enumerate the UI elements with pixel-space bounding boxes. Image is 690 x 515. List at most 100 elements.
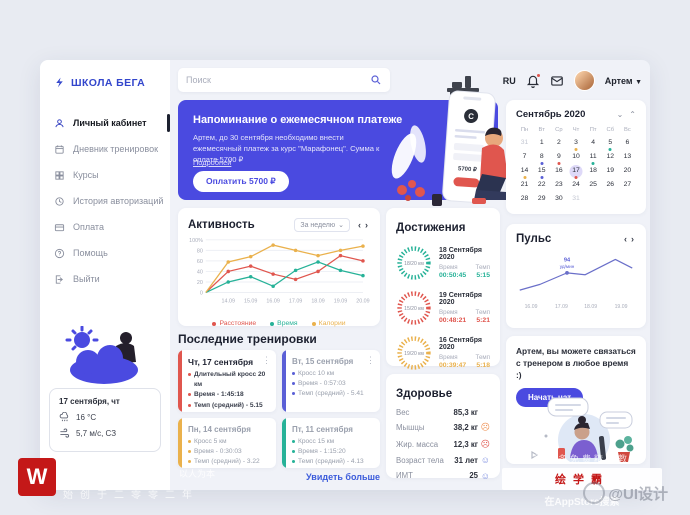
workout-detail: Длительный кросс 20 км bbox=[194, 371, 266, 389]
sidebar-item-1[interactable]: Личный кабинет bbox=[40, 110, 170, 136]
next-arrow[interactable]: › bbox=[631, 234, 634, 244]
workout-detail: Кросс 15 км bbox=[298, 438, 335, 445]
calendar-day[interactable]: 19 bbox=[606, 167, 615, 174]
workout-detail: Темп (средний) - 5.41 bbox=[298, 390, 364, 398]
calendar-day[interactable]: 26 bbox=[606, 181, 615, 188]
user-menu[interactable]: Артем ▼ bbox=[604, 75, 642, 86]
runner-logo-icon bbox=[56, 77, 63, 88]
kebab-menu-icon[interactable]: ⋮ bbox=[366, 355, 375, 365]
calendar-day[interactable]: 6 bbox=[625, 139, 630, 146]
workout-card[interactable]: Пн, 14 сентября Кросс 5 км Время - 0:30:03… bbox=[178, 418, 276, 468]
calendar-day[interactable]: 25 bbox=[589, 181, 597, 188]
language-selector[interactable]: RU bbox=[502, 75, 516, 86]
calendar-day[interactable]: 3 bbox=[567, 137, 584, 151]
see-more-link[interactable]: Увидеть больше bbox=[306, 472, 380, 482]
legend-item: Калории bbox=[311, 320, 346, 327]
brand-subtitle: 始创于二零零二年 bbox=[63, 490, 199, 501]
workout-card[interactable]: Чт, 17 сентября ⋮ Длительный кросс 20 км Вр… bbox=[178, 350, 276, 412]
search-icon[interactable] bbox=[370, 74, 382, 86]
sidebar-item-6[interactable]: Помощь bbox=[40, 240, 170, 266]
sidebar-menu: Личный кабинет Дневник тренировок Курсы Ист… bbox=[40, 110, 170, 292]
card-accent-bar bbox=[282, 350, 286, 412]
calendar-day[interactable]: 13 bbox=[623, 153, 632, 160]
calendar-day[interactable]: 2 bbox=[556, 139, 561, 146]
workout-detail: Темп (средний) - 5.15 bbox=[194, 401, 263, 409]
svg-text:40: 40 bbox=[197, 269, 203, 275]
calendar-day[interactable]: 18 bbox=[589, 167, 597, 174]
prev-arrow[interactable]: ‹ bbox=[624, 234, 627, 244]
achievement-pace: 5:21 bbox=[476, 317, 490, 324]
achievement-ring: 18/20 км bbox=[397, 246, 431, 280]
calendar-day[interactable]: 7 bbox=[522, 153, 527, 160]
calendar-day[interactable]: 31 bbox=[520, 139, 529, 146]
calendar-expand-icon[interactable]: ⌃ bbox=[629, 110, 636, 119]
weather-illustration bbox=[52, 325, 158, 391]
mail-icon[interactable] bbox=[550, 74, 564, 88]
calendar-day[interactable]: 24 bbox=[572, 181, 580, 188]
pulse-title: Пульс bbox=[516, 233, 552, 245]
notifications-bell-icon[interactable] bbox=[526, 72, 541, 88]
calendar-day[interactable]: 21 bbox=[520, 181, 529, 188]
legend-item: Время bbox=[270, 320, 298, 327]
sidebar-item-3[interactable]: Курсы bbox=[40, 162, 170, 188]
range-selector[interactable]: За неделю ⌄ bbox=[294, 218, 350, 232]
svg-text:5700 ₽: 5700 ₽ bbox=[458, 165, 477, 173]
health-title: Здоровье bbox=[396, 388, 453, 400]
svg-text:14.09: 14.09 bbox=[222, 298, 235, 304]
calendar-day[interactable]: 30 bbox=[555, 195, 563, 202]
wind-icon bbox=[60, 428, 70, 438]
brand-tagline: 以人为本 bbox=[179, 469, 216, 479]
health-row: Вес 85,3 кг bbox=[396, 407, 478, 417]
calendar-day[interactable]: 9 bbox=[550, 151, 567, 165]
calendar-day[interactable]: 15 bbox=[533, 165, 550, 179]
achievement-item: 19/20 км 16 Сентября 2020 Время Темп 00:39:4… bbox=[396, 335, 490, 371]
workout-card[interactable]: Вт, 15 сентября ⋮ Кросс 10 км Время - 0:57:… bbox=[282, 350, 380, 412]
calendar-collapse-icon[interactable]: ⌄ bbox=[616, 110, 624, 119]
sidebar-item-7[interactable]: Выйти bbox=[40, 266, 170, 292]
sidebar-item-5[interactable]: Оплата bbox=[40, 214, 170, 240]
calendar-day[interactable]: 11 bbox=[585, 151, 602, 165]
calendar-day[interactable]: 1 bbox=[539, 139, 544, 146]
svg-text:19/20 км: 19/20 км bbox=[404, 351, 424, 357]
calendar-day[interactable]: 20 bbox=[623, 167, 632, 174]
banner-details-link[interactable]: Подробней bbox=[193, 158, 232, 167]
achievement-ring: 19/20 км bbox=[397, 336, 431, 370]
user-icon bbox=[55, 118, 64, 127]
pay-button[interactable]: Оплатить 5700 ₽ bbox=[193, 171, 289, 192]
calendar-day-selected[interactable]: 17 bbox=[567, 164, 584, 179]
event-dot bbox=[557, 162, 561, 165]
calendar-day[interactable]: 12 bbox=[606, 153, 615, 160]
calendar-day[interactable]: 28 bbox=[520, 195, 529, 202]
event-dot bbox=[608, 148, 612, 151]
calendar-day[interactable]: 31 bbox=[572, 195, 580, 202]
calendar-day[interactable]: 8 bbox=[533, 151, 550, 165]
kebab-menu-icon[interactable]: ⋮ bbox=[262, 355, 271, 365]
search-input[interactable] bbox=[186, 75, 370, 85]
prev-arrow[interactable]: ‹ bbox=[358, 220, 361, 230]
calendar-day[interactable]: 5 bbox=[602, 137, 619, 151]
event-dot bbox=[523, 176, 527, 179]
legend-item: Расстояние bbox=[212, 320, 256, 327]
calendar-day[interactable]: 10 bbox=[572, 153, 580, 160]
user-avatar[interactable] bbox=[573, 70, 595, 91]
workout-detail: Время - 0:30:03 bbox=[194, 448, 242, 456]
sidebar-item-2[interactable]: Дневник тренировок bbox=[40, 136, 170, 162]
achievement-date: 16 Сентября 2020 bbox=[439, 337, 483, 351]
calendar-day[interactable]: 14 bbox=[516, 165, 533, 179]
workout-date: Вт, 15 сентября bbox=[292, 357, 354, 366]
calendar-day[interactable]: 22 bbox=[537, 181, 546, 188]
calendar-day[interactable]: 29 bbox=[537, 195, 546, 202]
svg-text:0: 0 bbox=[200, 290, 203, 296]
calendar-day[interactable]: 4 bbox=[591, 139, 596, 146]
workout-card[interactable]: Пт, 11 сентября Кросс 15 км Время - 1:15:2… bbox=[282, 418, 380, 468]
credit-watermark: @UI设计 bbox=[583, 482, 668, 504]
calendar-day[interactable]: 27 bbox=[623, 181, 632, 188]
event-dot bbox=[574, 148, 578, 151]
activity-legend: Расстояние Время Калории bbox=[188, 320, 370, 327]
workout-detail: Кросс 10 км bbox=[298, 370, 335, 377]
sidebar-item-4[interactable]: История авторизаций bbox=[40, 188, 170, 214]
next-arrow[interactable]: › bbox=[365, 220, 368, 230]
calendar-day[interactable]: 23 bbox=[555, 181, 563, 188]
calendar-day[interactable]: 16 bbox=[555, 167, 563, 174]
